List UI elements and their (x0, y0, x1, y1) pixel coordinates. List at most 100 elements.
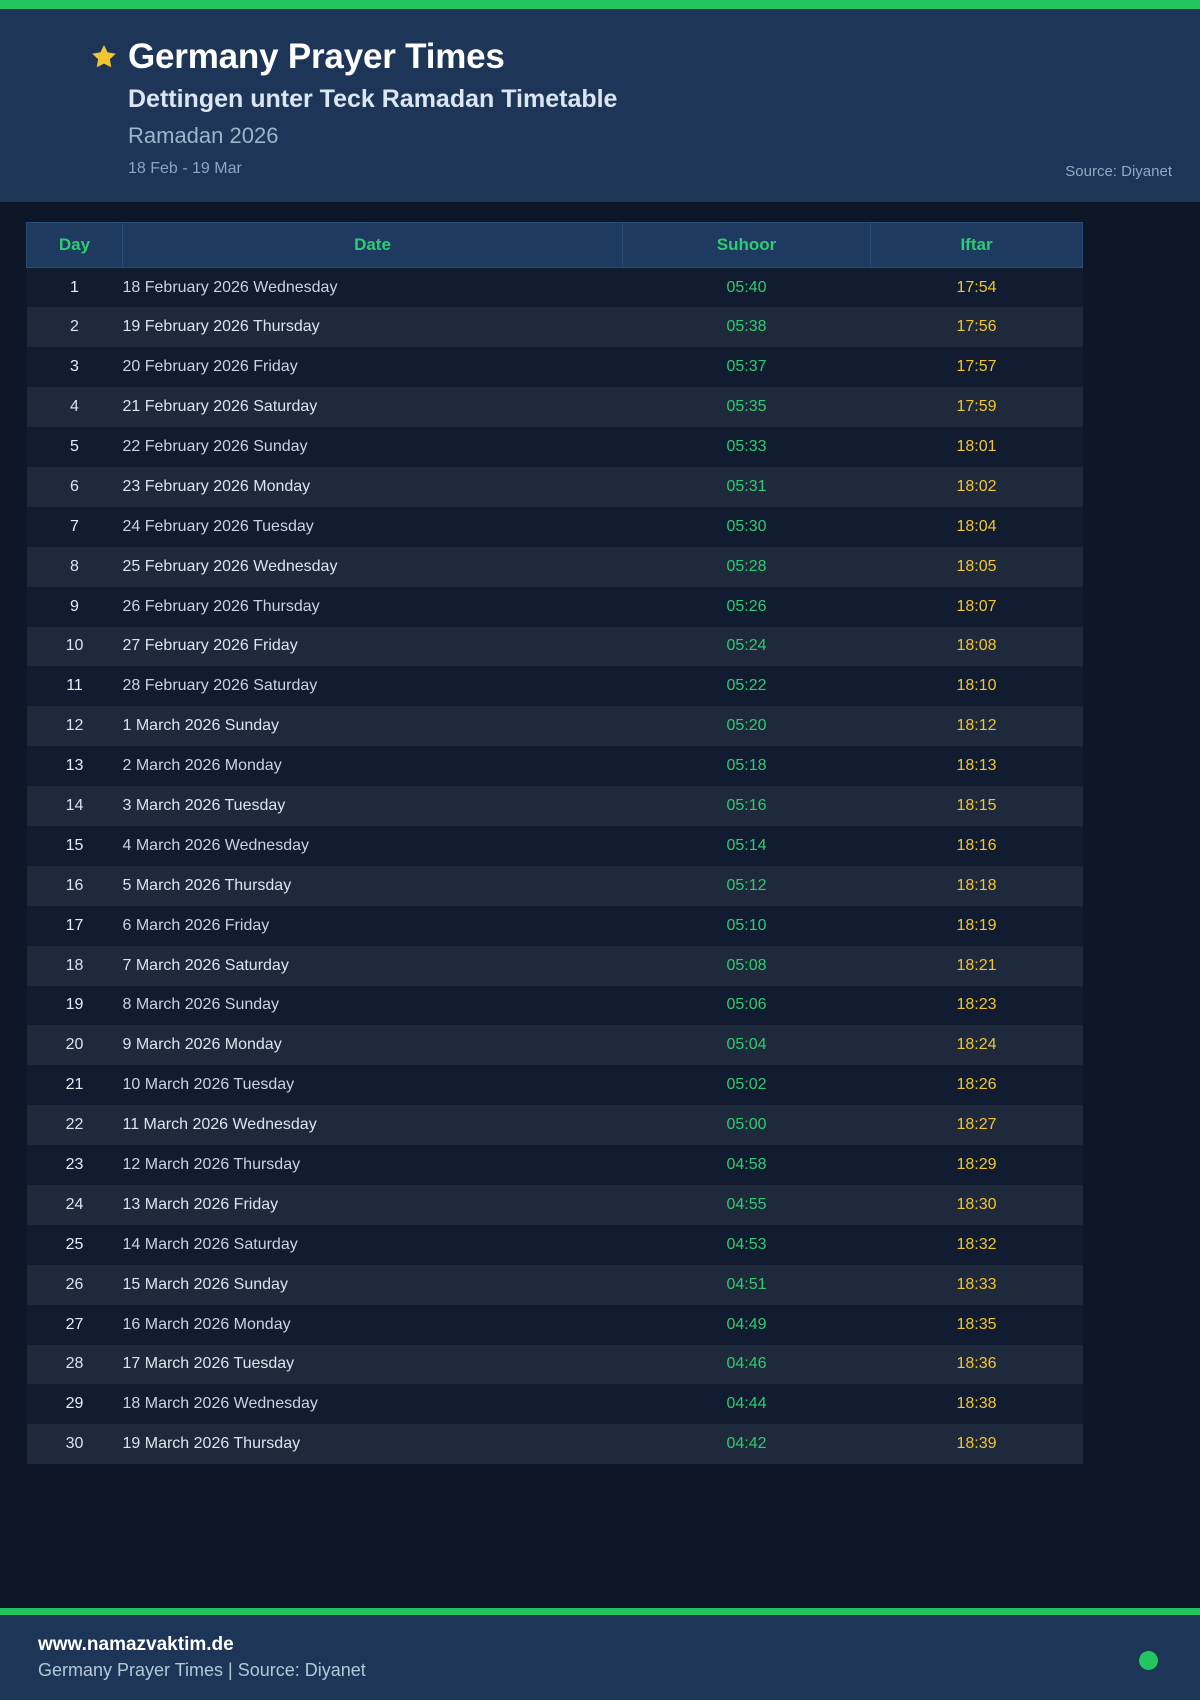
cell-date: 7 March 2026 Saturday (122, 956, 289, 974)
table-row[interactable]: 14 3 March 2026 Tuesday 05:16 18:15 (26, 786, 1083, 826)
cell-day: 4 (70, 398, 79, 416)
cell-day: 15 (65, 836, 84, 854)
table-body: 1 18 February 2026 Wednesday 05:40 17:54 2 19… (26, 267, 1083, 1465)
cell-iftar: 18:38 (956, 1395, 997, 1413)
cell-suhoor: 04:49 (726, 1315, 767, 1333)
cell-iftar: 17:54 (956, 278, 997, 296)
table-row[interactable]: 13 2 March 2026 Monday 05:18 18:13 (26, 746, 1083, 787)
table-row[interactable]: 16 5 March 2026 Thursday 05:12 18:18 (26, 865, 1083, 906)
cell-iftar: 18:39 (956, 1435, 997, 1453)
cell-date: 9 March 2026 Monday (122, 1036, 282, 1054)
cell-iftar: 18:27 (956, 1116, 997, 1134)
column-header-day[interactable]: Day (26, 222, 123, 268)
cell-suhoor: 04:58 (726, 1156, 767, 1174)
column-header-suhoor[interactable]: Suhoor (622, 222, 871, 268)
column-header-iftar[interactable]: Iftar (870, 222, 1083, 268)
table-row[interactable]: 29 18 March 2026 Wednesday 04:44 18:38 (26, 1384, 1083, 1425)
table-row[interactable]: 10 27 February 2026 Friday 05:24 18:08 (26, 626, 1083, 667)
timetable-container: Day Date Suhoor Iftar 1 18 February 2026 … (26, 222, 1083, 1465)
table-row[interactable]: 22 11 March 2026 Wednesday 05:00 18:27 (26, 1105, 1083, 1146)
crescent-moon-star-icon (28, 33, 120, 119)
cell-day: 1 (70, 278, 79, 296)
cell-suhoor: 05:38 (726, 318, 767, 336)
cell-iftar: 18:04 (956, 517, 997, 535)
cell-suhoor: 05:35 (726, 398, 767, 416)
cell-date: 24 February 2026 Tuesday (122, 517, 314, 535)
top-accent-bar (0, 0, 1200, 9)
cell-date: 10 March 2026 Tuesday (122, 1076, 295, 1094)
table-row[interactable]: 5 22 February 2026 Sunday 05:33 18:01 (26, 427, 1083, 467)
cell-date: 15 March 2026 Sunday (122, 1275, 288, 1293)
page-subtitle: Dettingen unter Teck Ramadan Timetable (128, 84, 618, 113)
table-row[interactable]: 7 24 February 2026 Tuesday 05:30 18:04 (26, 506, 1083, 547)
cell-date: 26 February 2026 Thursday (122, 597, 320, 615)
footer-accent-bar (0, 1608, 1200, 1615)
table-row[interactable]: 9 26 February 2026 Thursday 05:26 18:07 (26, 586, 1083, 627)
cell-suhoor: 05:24 (726, 637, 767, 655)
cell-date: 22 February 2026 Sunday (122, 438, 308, 455)
table-row[interactable]: 11 28 February 2026 Saturday 05:22 18:10 (26, 666, 1083, 707)
table-row[interactable]: 24 13 March 2026 Friday 04:55 18:30 (26, 1184, 1083, 1225)
cell-date: 4 March 2026 Wednesday (122, 836, 309, 854)
cell-date: 13 March 2026 Friday (122, 1195, 279, 1213)
cell-day: 25 (65, 1235, 84, 1253)
table-row[interactable]: 2 19 February 2026 Thursday 05:38 17:56 (26, 307, 1083, 348)
table-row[interactable]: 18 7 March 2026 Saturday 05:08 18:21 (26, 945, 1083, 986)
table-row[interactable]: 4 21 February 2026 Saturday 05:35 17:59 (26, 387, 1083, 428)
table-row[interactable]: 12 1 March 2026 Sunday 05:20 18:12 (26, 706, 1083, 747)
column-header-date[interactable]: Date (122, 222, 623, 268)
cell-iftar: 18:24 (956, 1036, 997, 1054)
table-row[interactable]: 8 25 February 2026 Wednesday 05:28 18:05 (26, 546, 1083, 587)
cell-iftar: 17:56 (956, 318, 997, 336)
season-label: Ramadan 2026 (128, 123, 279, 149)
cell-suhoor: 05:14 (726, 836, 767, 854)
table-row[interactable]: 6 23 February 2026 Monday 05:31 18:02 (26, 466, 1083, 507)
cell-iftar: 18:10 (956, 677, 997, 695)
table-row[interactable]: 3 20 February 2026 Friday 05:37 17:57 (26, 347, 1083, 388)
table-row[interactable]: 26 15 March 2026 Sunday 04:51 18:33 (26, 1264, 1083, 1305)
cell-iftar: 18:19 (956, 916, 997, 934)
cell-date: 28 February 2026 Saturday (122, 677, 318, 695)
cell-day: 30 (65, 1435, 84, 1453)
table-row[interactable]: 28 17 March 2026 Tuesday 04:46 18:36 (26, 1344, 1083, 1385)
cell-suhoor: 05:33 (726, 438, 767, 455)
table-row[interactable]: 19 8 March 2026 Sunday 05:06 18:23 (26, 985, 1083, 1026)
cell-date: 11 March 2026 Wednesday (122, 1116, 317, 1134)
table-row[interactable]: 15 4 March 2026 Wednesday 05:14 18:16 (26, 825, 1083, 866)
table-row[interactable]: 25 14 March 2026 Saturday 04:53 18:32 (26, 1224, 1083, 1265)
page-title: Germany Prayer Times (128, 37, 505, 76)
cell-date: 25 February 2026 Wednesday (122, 557, 338, 575)
cell-iftar: 18:32 (956, 1235, 997, 1253)
table-row[interactable]: 1 18 February 2026 Wednesday 05:40 17:54 (26, 267, 1083, 308)
table-row[interactable]: 27 16 March 2026 Monday 04:49 18:35 (26, 1304, 1083, 1345)
table-row[interactable]: 17 6 March 2026 Friday 05:10 18:19 (26, 905, 1083, 946)
cell-date: 18 February 2026 Wednesday (122, 278, 338, 296)
cell-iftar: 18:12 (956, 717, 997, 735)
cell-suhoor: 05:30 (726, 517, 767, 535)
cell-iftar: 18:15 (956, 797, 997, 815)
cell-suhoor: 05:00 (726, 1116, 767, 1134)
table-row[interactable]: 30 19 March 2026 Thursday 04:42 18:39 (26, 1424, 1083, 1465)
cell-iftar: 18:08 (956, 637, 997, 655)
cell-date: 21 February 2026 Saturday (122, 398, 318, 416)
cell-iftar: 18:05 (956, 557, 997, 575)
table-header: Day Date Suhoor Iftar (26, 222, 1083, 268)
cell-date: 16 March 2026 Monday (122, 1315, 291, 1333)
cell-day: 10 (65, 637, 84, 655)
cell-date: 27 February 2026 Friday (122, 637, 298, 655)
cell-iftar: 18:35 (956, 1315, 997, 1333)
cell-day: 9 (70, 597, 79, 615)
cell-iftar: 18:01 (956, 438, 997, 455)
table-row[interactable]: 21 10 March 2026 Tuesday 05:02 18:26 (26, 1065, 1083, 1106)
cell-date: 12 March 2026 Thursday (122, 1156, 301, 1174)
cell-day: 13 (65, 757, 84, 775)
table-header-row: Day Date Suhoor Iftar (26, 222, 1083, 268)
cell-day: 3 (70, 358, 79, 376)
cell-iftar: 18:30 (956, 1195, 997, 1213)
footer-website-link[interactable]: www.namazvaktim.de (38, 1634, 234, 1655)
table-row[interactable]: 20 9 March 2026 Monday 05:04 18:24 (26, 1025, 1083, 1066)
table-row[interactable]: 23 12 March 2026 Thursday 04:58 18:29 (26, 1145, 1083, 1185)
cell-iftar: 18:29 (956, 1156, 997, 1174)
cell-suhoor: 05:26 (726, 597, 767, 615)
cell-date: 3 March 2026 Tuesday (122, 797, 286, 815)
